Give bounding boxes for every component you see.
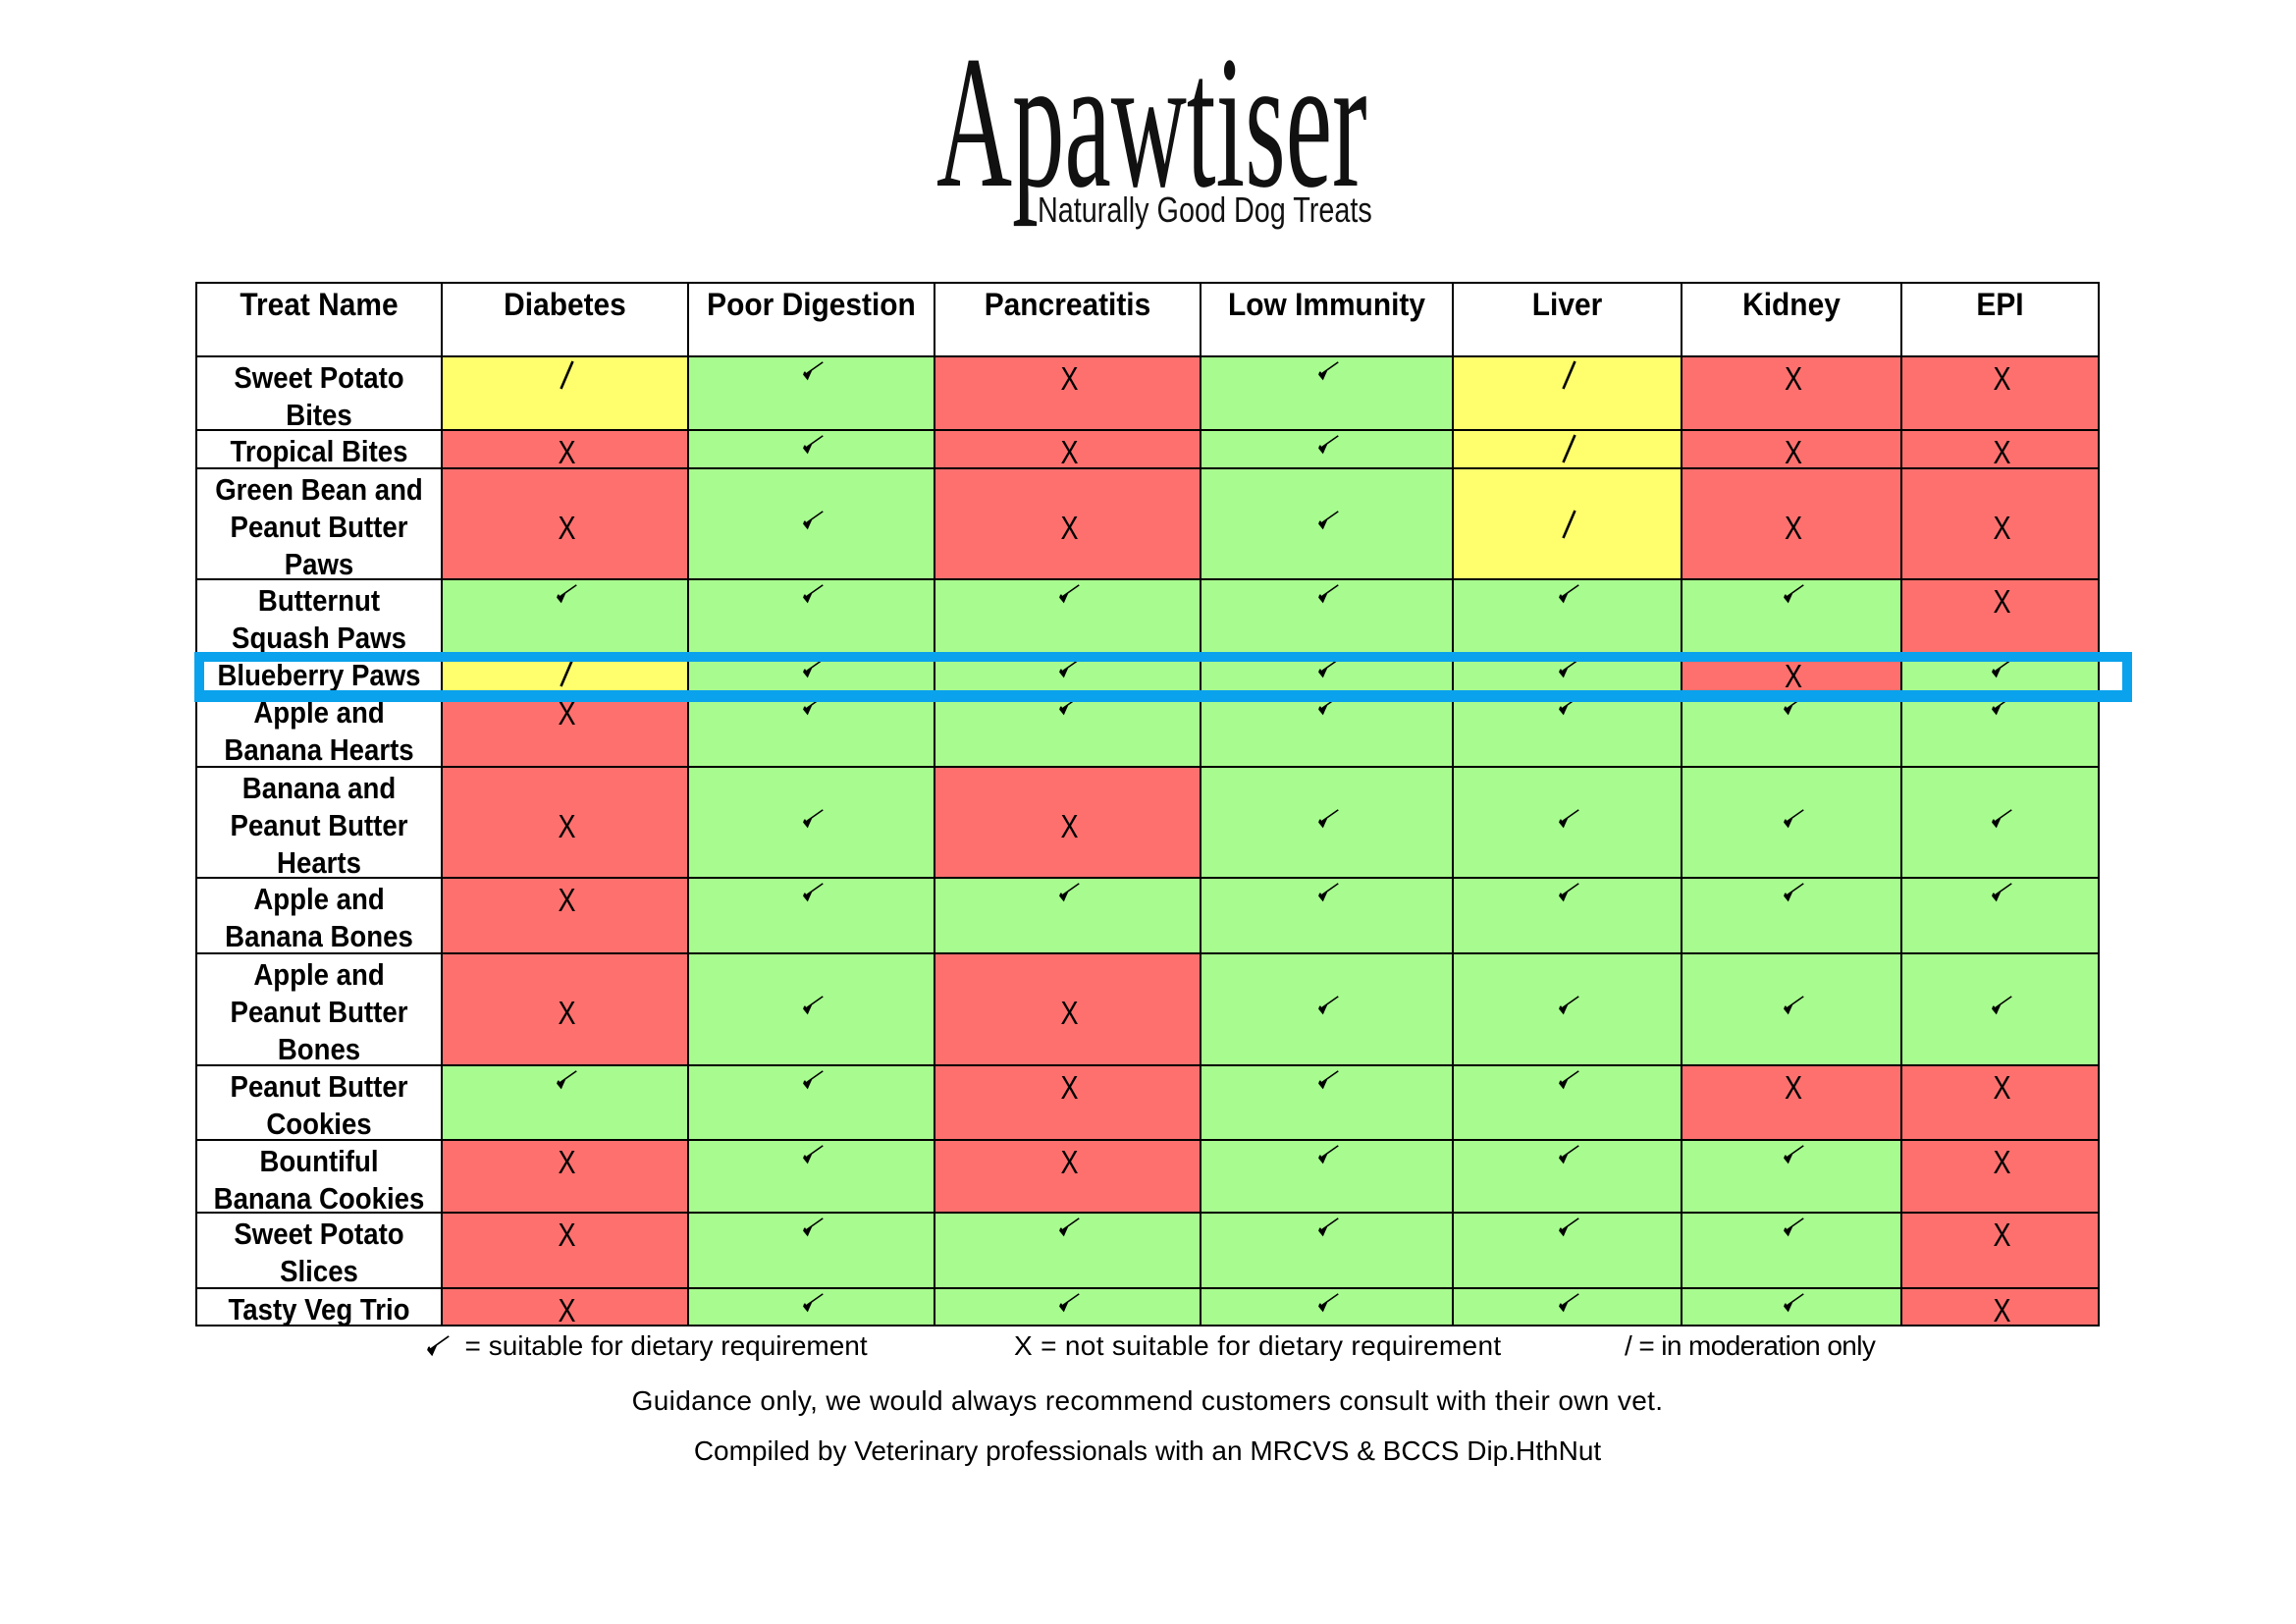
- svg-text:Apawtiser: Apawtiser: [936, 17, 1367, 227]
- svg-text:Naturally Good Dog Treats: Naturally Good Dog Treats: [1038, 189, 1372, 230]
